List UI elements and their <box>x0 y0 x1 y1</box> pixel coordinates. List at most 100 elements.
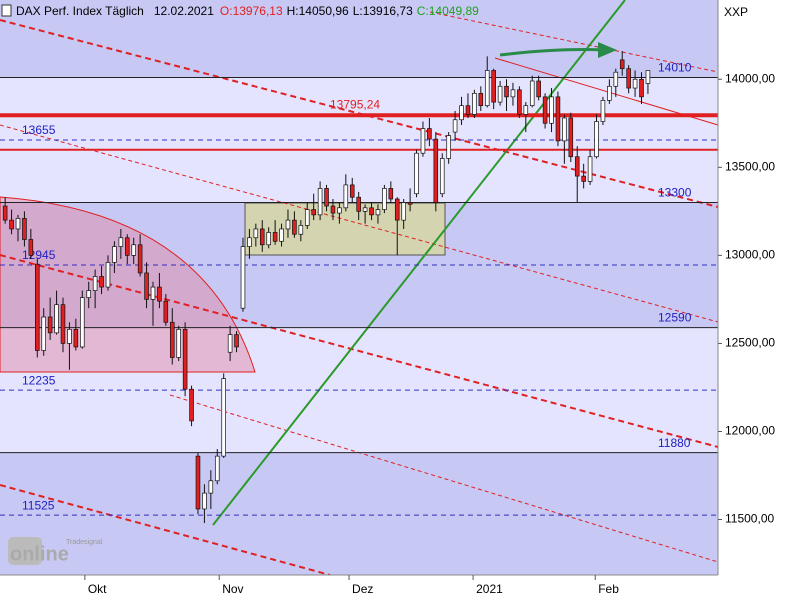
candle-body <box>279 228 284 242</box>
candle-body <box>292 219 297 235</box>
candle-body <box>195 455 201 510</box>
candle-body <box>562 117 567 142</box>
logo-badge <box>8 537 42 565</box>
candle-body <box>446 135 451 159</box>
header: DAX Perf. Index Täglich 12.02.2021 O:13976… <box>16 4 479 18</box>
candle-body <box>253 228 259 239</box>
trend-channels <box>0 11 719 576</box>
candle-body <box>150 286 156 300</box>
candle-body <box>137 244 143 274</box>
candle-body <box>182 328 188 390</box>
candle-body <box>311 209 316 216</box>
candle-body <box>73 328 79 348</box>
candle-body <box>549 96 554 124</box>
axis-panel <box>718 0 800 600</box>
candle-body <box>362 207 368 212</box>
candle-body <box>169 321 175 358</box>
candle-body <box>105 262 111 288</box>
candle-body <box>523 105 529 115</box>
candle-body <box>99 276 104 288</box>
candle-body <box>324 188 329 207</box>
candle-body <box>414 152 419 195</box>
candle-body <box>272 232 278 242</box>
candle-body <box>79 297 85 348</box>
candle-body <box>613 71 619 87</box>
candle-body <box>491 70 496 103</box>
x-tick-label: Feb <box>598 582 619 596</box>
candle-body <box>382 188 387 210</box>
candle-body <box>401 202 406 221</box>
axis-panel <box>0 575 800 600</box>
candle-body <box>221 378 226 457</box>
candle-body <box>202 492 207 510</box>
candle-body <box>124 237 130 256</box>
y-tick-label: 12500,00 <box>725 336 775 350</box>
candle-body <box>349 184 355 198</box>
candle-body <box>536 80 541 98</box>
candle-body <box>529 80 535 107</box>
level-label: 11880 <box>658 436 691 450</box>
header-date: 12.02.2021 <box>154 4 214 18</box>
candle-body <box>157 286 162 302</box>
candle-body <box>465 105 471 115</box>
arrow <box>499 48 606 57</box>
y-tick-label: 11500,00 <box>725 512 774 526</box>
band <box>0 0 718 78</box>
candle-body <box>375 209 381 216</box>
candle-body <box>433 138 439 203</box>
candle-body <box>472 92 477 115</box>
candle-body <box>317 188 323 216</box>
candle-body <box>337 207 342 214</box>
arrow-head <box>598 42 617 58</box>
candle-body <box>581 175 586 182</box>
header-close: C:14049,89 <box>417 4 479 18</box>
candle-body <box>266 232 271 246</box>
candle-body <box>189 388 194 422</box>
candle-body <box>92 276 98 291</box>
candle-body <box>619 59 625 70</box>
candle-body <box>298 225 304 235</box>
candle-body <box>388 188 394 200</box>
candle-body <box>510 89 516 98</box>
candle-body <box>330 205 336 214</box>
candle-body <box>497 85 503 103</box>
level-label: 12235 <box>22 373 56 387</box>
candle-body <box>574 156 580 177</box>
band <box>0 452 718 575</box>
candle-body <box>234 334 239 348</box>
candle-body <box>54 304 59 334</box>
level-label: 12590 <box>658 311 692 325</box>
consolidation-box <box>244 202 446 256</box>
candle-body <box>2 205 8 221</box>
candle-body <box>587 156 593 182</box>
candle-body <box>118 237 124 247</box>
candle-body <box>304 209 310 226</box>
candle-body <box>15 218 21 230</box>
candle-body <box>214 455 220 482</box>
candle-body <box>131 244 136 256</box>
level-label: 13795,24 <box>330 97 380 111</box>
x-tick-label: Dez <box>352 582 373 596</box>
candle-body <box>459 105 464 121</box>
header-low: L:13916,73 <box>353 4 413 18</box>
candle-body <box>568 117 574 158</box>
candle-body <box>555 96 561 142</box>
candle-body <box>407 202 413 205</box>
candle-body <box>22 218 27 240</box>
candle-body <box>632 78 638 89</box>
candle-body <box>35 263 40 351</box>
candle-body <box>9 219 14 230</box>
candle-body <box>394 198 400 221</box>
candle-body <box>163 300 169 323</box>
candle-body <box>356 196 361 212</box>
candle-body <box>176 328 181 358</box>
candle-body <box>607 85 612 101</box>
symbol: XXP <box>724 5 748 19</box>
x-tick-label: Okt <box>88 582 107 596</box>
candle-body <box>86 290 91 298</box>
y-tick-label: 12000,00 <box>725 424 775 438</box>
candle-body <box>504 85 509 98</box>
candle-body <box>369 207 374 216</box>
watermark-small: Tradesignal <box>66 539 103 546</box>
